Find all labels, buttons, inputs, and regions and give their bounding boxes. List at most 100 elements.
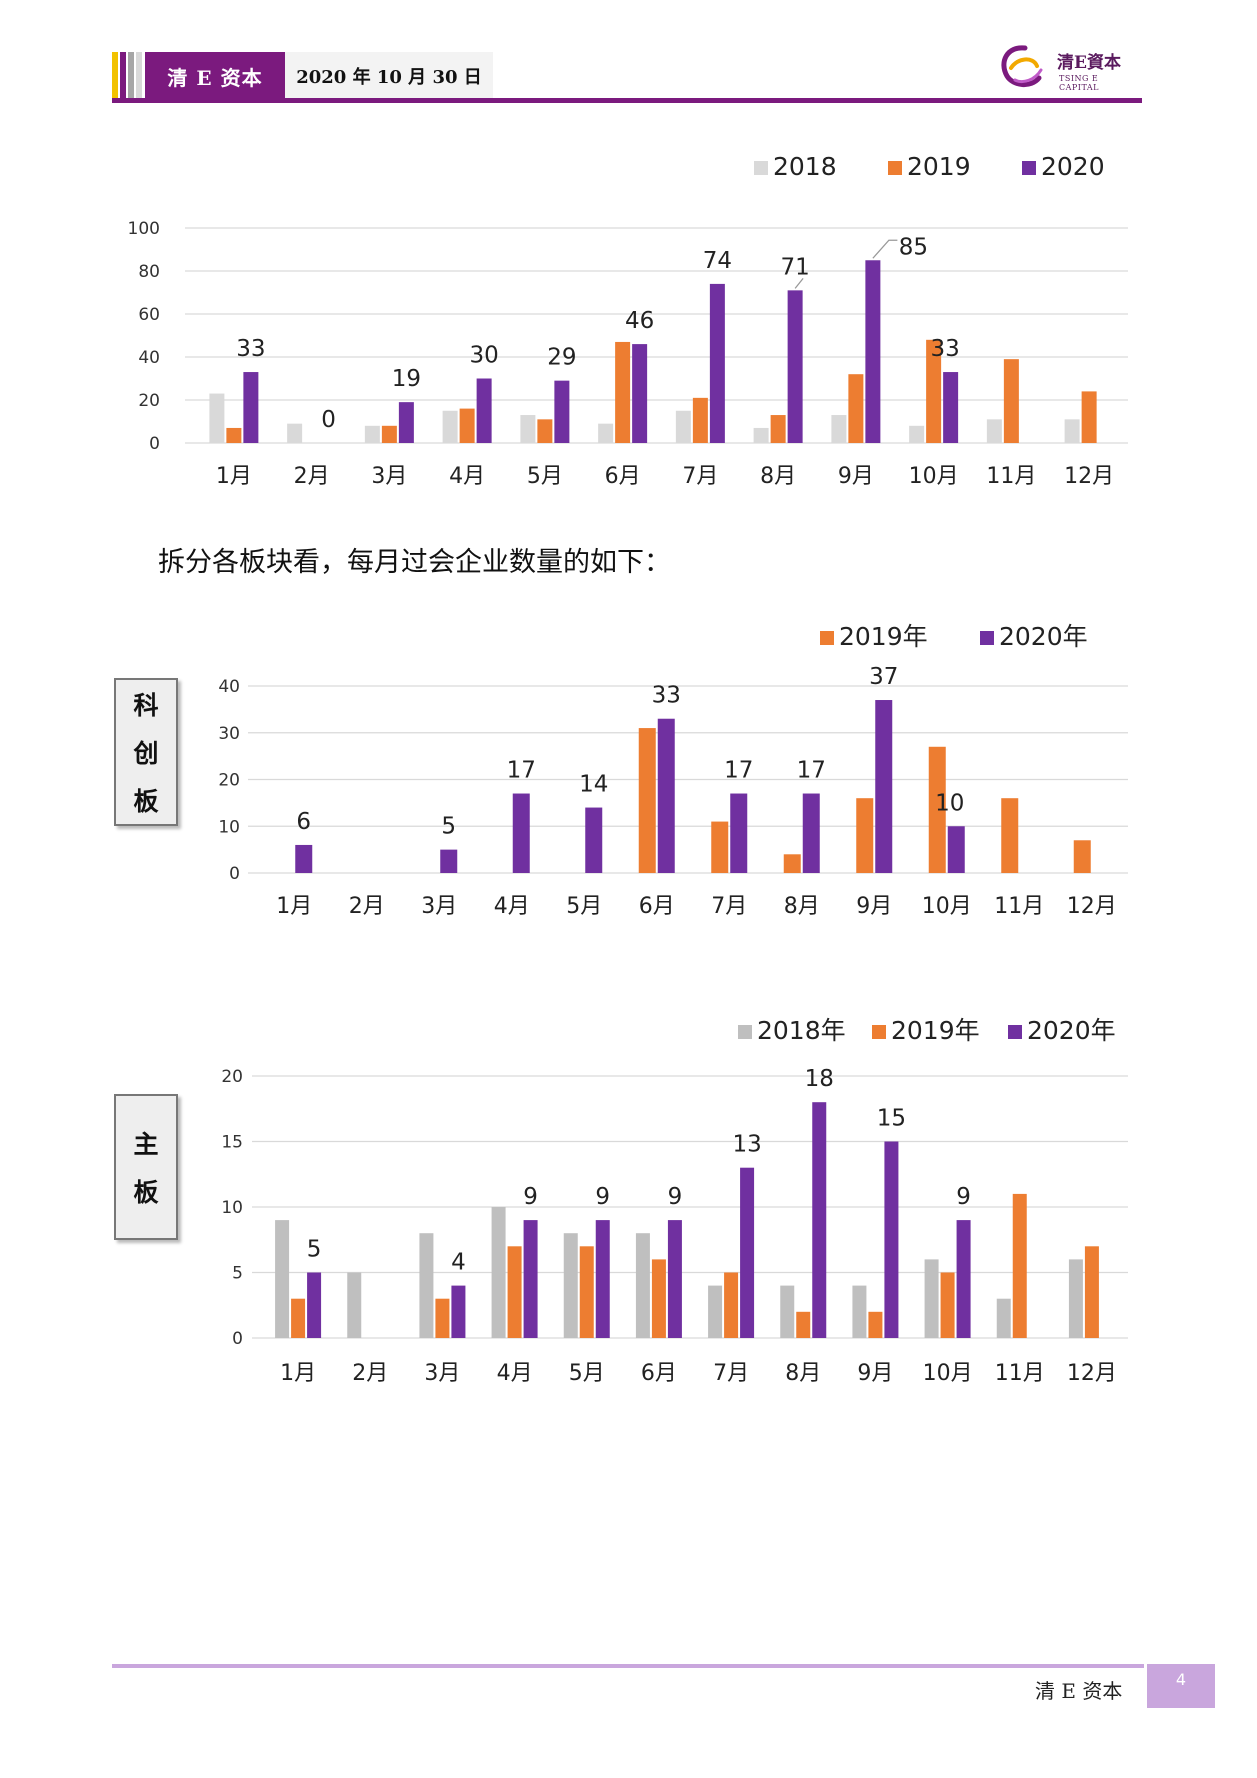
category-label: 4月	[449, 464, 485, 489]
bar-2020年	[585, 807, 603, 873]
bar-2020年	[307, 1272, 322, 1338]
logo-english: TSING E CAPITAL	[1059, 74, 1099, 92]
data-label: 9	[523, 1184, 538, 1210]
side-label-char: 科	[133, 691, 159, 720]
bar-2020	[632, 344, 648, 443]
header-date: 2020 年 10 月 30 日	[285, 52, 493, 100]
bar-2019年	[579, 1246, 594, 1338]
side-label-kechuang: 科 创 板	[114, 678, 178, 826]
legend-label: 2019年	[891, 1016, 980, 1045]
footer-rule	[112, 1664, 1144, 1668]
bar-2019年	[940, 1272, 955, 1338]
category-label: 12月	[1064, 464, 1114, 489]
footer-brand: 清 E 资本	[1035, 1679, 1123, 1703]
data-label: 9	[595, 1184, 610, 1210]
header-brand: 清 E 资本	[145, 52, 285, 100]
category-label: 6月	[641, 1361, 677, 1386]
category-label: 10月	[923, 1361, 973, 1386]
bar-2019	[770, 415, 786, 443]
legend-swatch	[1022, 161, 1036, 175]
leader-line	[872, 239, 898, 259]
legend-swatch	[738, 1025, 752, 1039]
y-tick-label: 40	[218, 677, 240, 697]
bar-2020年	[657, 718, 675, 873]
category-label: 8月	[760, 464, 796, 489]
bar-2019年	[291, 1298, 306, 1338]
bar-2020年	[730, 793, 748, 873]
data-label: 15	[877, 1106, 906, 1132]
y-tick-label: 20	[218, 771, 240, 791]
bar-2019	[226, 427, 242, 443]
y-tick-label: 0	[232, 1329, 243, 1349]
chart-monthly-total: 0 20 40 60 80 100 33 1月 0 2月 19 3月 30 4月 29 5月 46 6月 74 7月 7…	[0, 150, 1257, 510]
category-label: 12月	[1067, 894, 1117, 919]
category-label: 3月	[421, 894, 457, 919]
bar-2019年	[507, 1246, 522, 1338]
chart-zhuban: 0 5 10 15 20 5 1月 2月 4 3月 9 4月 9 5月 9 6月 13 7月 18 8月 15 9月 9 10…	[0, 1010, 1257, 1410]
bar-2018	[209, 393, 225, 443]
category-label: 11月	[994, 894, 1044, 919]
data-label: 5	[441, 814, 456, 840]
legend-swatch	[754, 161, 768, 175]
bar-2018	[598, 423, 614, 443]
category-label: 5月	[566, 894, 602, 919]
legend-swatch	[872, 1025, 886, 1039]
bar-2019年	[928, 746, 946, 873]
bar-2019年	[1084, 1246, 1099, 1338]
legend-label: 2020年	[999, 622, 1088, 651]
bar-2020	[476, 378, 492, 443]
legend-label: 2018	[773, 152, 837, 181]
data-label: 33	[236, 336, 265, 362]
category-label: 12月	[1067, 1361, 1117, 1386]
data-label: 71	[780, 254, 809, 280]
bar-2019	[692, 397, 708, 443]
bar-2019	[459, 408, 475, 443]
bar-2018年	[347, 1272, 362, 1338]
header-rule	[112, 98, 1142, 103]
bar-2019年	[1012, 1193, 1027, 1338]
bar-2018	[753, 427, 769, 443]
bar-2020年	[875, 700, 893, 873]
category-label: 9月	[857, 1361, 893, 1386]
y-tick-label: 60	[138, 305, 160, 325]
category-label: 3月	[424, 1361, 460, 1386]
data-label: 13	[732, 1132, 761, 1158]
bar-2018	[831, 415, 847, 443]
legend-swatch	[980, 631, 994, 645]
data-label: 85	[899, 234, 928, 260]
y-tick-label: 30	[218, 724, 240, 744]
legend-label: 2020年	[1027, 1016, 1116, 1045]
category-label: 3月	[371, 464, 407, 489]
logo-swirl-icon	[1001, 45, 1043, 87]
bar-2019	[537, 419, 553, 443]
bar-2020	[943, 372, 959, 443]
bar-2018	[287, 423, 303, 443]
bar-2020	[398, 402, 414, 443]
data-label: 17	[724, 758, 753, 784]
bar-2020	[865, 260, 881, 443]
logo-chinese: 清E資本	[1057, 53, 1121, 73]
category-label: 6月	[605, 464, 641, 489]
legend-label: 2019	[907, 152, 971, 181]
category-label: 11月	[995, 1361, 1045, 1386]
bar-2018	[986, 419, 1002, 443]
data-label: 30	[469, 343, 498, 369]
bar-2019	[926, 339, 942, 443]
bar-2020年	[523, 1220, 538, 1338]
category-label: 5月	[569, 1361, 605, 1386]
bar-2019年	[783, 854, 801, 873]
y-tick-label: 40	[138, 348, 160, 368]
bar-2020年	[812, 1102, 827, 1338]
bar-2020	[243, 372, 259, 443]
data-label: 14	[579, 772, 608, 798]
side-label-char: 创	[133, 739, 159, 768]
data-label: 9	[956, 1184, 971, 1210]
category-label: 9月	[856, 894, 892, 919]
bar-2020年	[884, 1141, 899, 1338]
bar-2018年	[708, 1285, 723, 1338]
category-label: 1月	[216, 464, 252, 489]
data-label: 33	[652, 683, 681, 709]
bar-2018	[364, 425, 380, 443]
section-note: 拆分各板块看，每月过会企业数量的如下：	[158, 547, 671, 578]
bar-2018	[1064, 419, 1080, 443]
